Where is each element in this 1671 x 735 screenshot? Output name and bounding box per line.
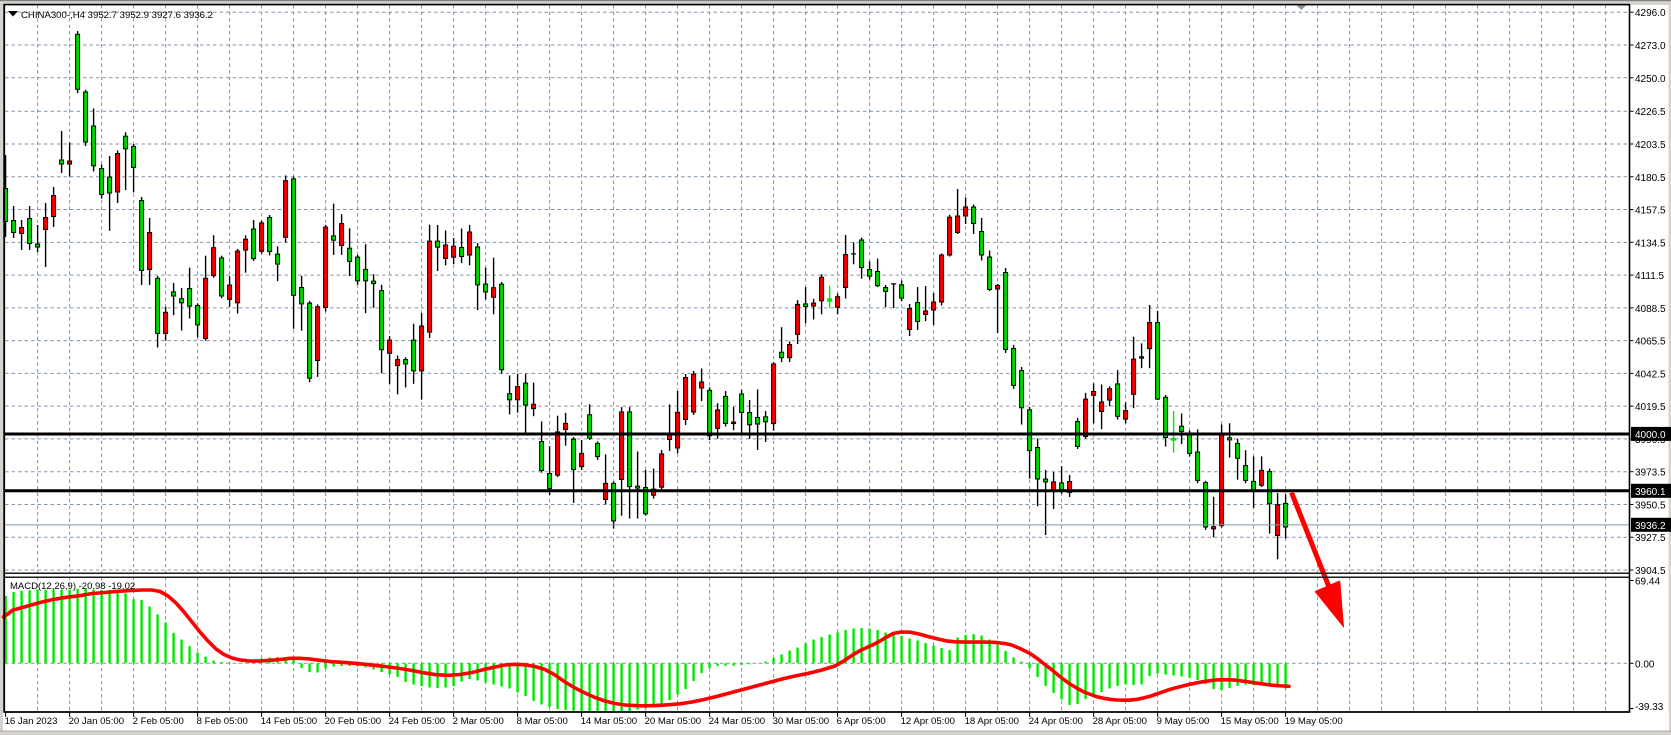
svg-text:-39.33: -39.33	[1635, 702, 1664, 713]
svg-text:0.00: 0.00	[1635, 659, 1655, 670]
svg-text:4157.5: 4157.5	[1635, 206, 1666, 217]
svg-text:20 Mar 05:00: 20 Mar 05:00	[645, 716, 702, 727]
svg-text:3973.5: 3973.5	[1635, 468, 1666, 479]
svg-text:24 Apr 05:00: 24 Apr 05:00	[1029, 716, 1083, 727]
svg-text:18 Apr 05:00: 18 Apr 05:00	[965, 716, 1019, 727]
svg-text:4273.0: 4273.0	[1635, 41, 1666, 52]
svg-text:2 Mar 05:00: 2 Mar 05:00	[453, 716, 504, 727]
svg-text:4226.5: 4226.5	[1635, 107, 1666, 118]
svg-text:20 Jan 05:00: 20 Jan 05:00	[69, 716, 124, 727]
svg-text:3960.1: 3960.1	[1635, 487, 1666, 498]
svg-text:4019.5: 4019.5	[1635, 402, 1666, 413]
svg-text:30 Mar 05:00: 30 Mar 05:00	[773, 716, 830, 727]
svg-text:CHINA300-,H4 3952.7 3952.9 39: CHINA300-,H4 3952.7 3952.9 3927.6 3936.2	[21, 10, 213, 21]
svg-text:3936.2: 3936.2	[1635, 521, 1666, 532]
svg-text:8 Mar 05:00: 8 Mar 05:00	[517, 716, 568, 727]
svg-text:16 Jan 2023: 16 Jan 2023	[5, 716, 58, 727]
svg-text:4296.0: 4296.0	[1635, 8, 1666, 19]
svg-text:24 Feb 05:00: 24 Feb 05:00	[389, 716, 446, 727]
svg-text:4203.5: 4203.5	[1635, 140, 1666, 151]
svg-text:4111.5: 4111.5	[1635, 271, 1665, 282]
svg-text:19 May 05:00: 19 May 05:00	[1285, 716, 1343, 727]
svg-text:69.44: 69.44	[1635, 577, 1660, 588]
svg-text:3927.5: 3927.5	[1635, 533, 1666, 544]
svg-text:4250.0: 4250.0	[1635, 74, 1666, 85]
svg-text:6 Apr 05:00: 6 Apr 05:00	[837, 716, 886, 727]
svg-text:3950.5: 3950.5	[1635, 501, 1666, 512]
svg-text:4065.5: 4065.5	[1635, 337, 1666, 348]
svg-text:9 May 05:00: 9 May 05:00	[1157, 716, 1210, 727]
svg-text:4000.0: 4000.0	[1635, 430, 1666, 441]
svg-text:20 Feb 05:00: 20 Feb 05:00	[325, 716, 382, 727]
svg-text:4134.5: 4134.5	[1635, 238, 1666, 249]
svg-text:3904.5: 3904.5	[1635, 566, 1666, 577]
svg-text:28 Apr 05:00: 28 Apr 05:00	[1093, 716, 1147, 727]
svg-text:2 Feb 05:00: 2 Feb 05:00	[133, 716, 184, 727]
svg-text:MACD(12,26,9) -20.98 -19.02: MACD(12,26,9) -20.98 -19.02	[10, 581, 135, 592]
svg-text:14 Feb 05:00: 14 Feb 05:00	[261, 716, 318, 727]
svg-text:4180.5: 4180.5	[1635, 173, 1666, 184]
svg-text:4088.5: 4088.5	[1635, 304, 1666, 315]
svg-text:15 May 05:00: 15 May 05:00	[1221, 716, 1279, 727]
svg-text:12 Apr 05:00: 12 Apr 05:00	[901, 716, 955, 727]
svg-text:24 Mar 05:00: 24 Mar 05:00	[709, 716, 766, 727]
svg-text:8 Feb 05:00: 8 Feb 05:00	[197, 716, 248, 727]
svg-text:14 Mar 05:00: 14 Mar 05:00	[581, 716, 638, 727]
svg-text:4042.5: 4042.5	[1635, 369, 1666, 380]
